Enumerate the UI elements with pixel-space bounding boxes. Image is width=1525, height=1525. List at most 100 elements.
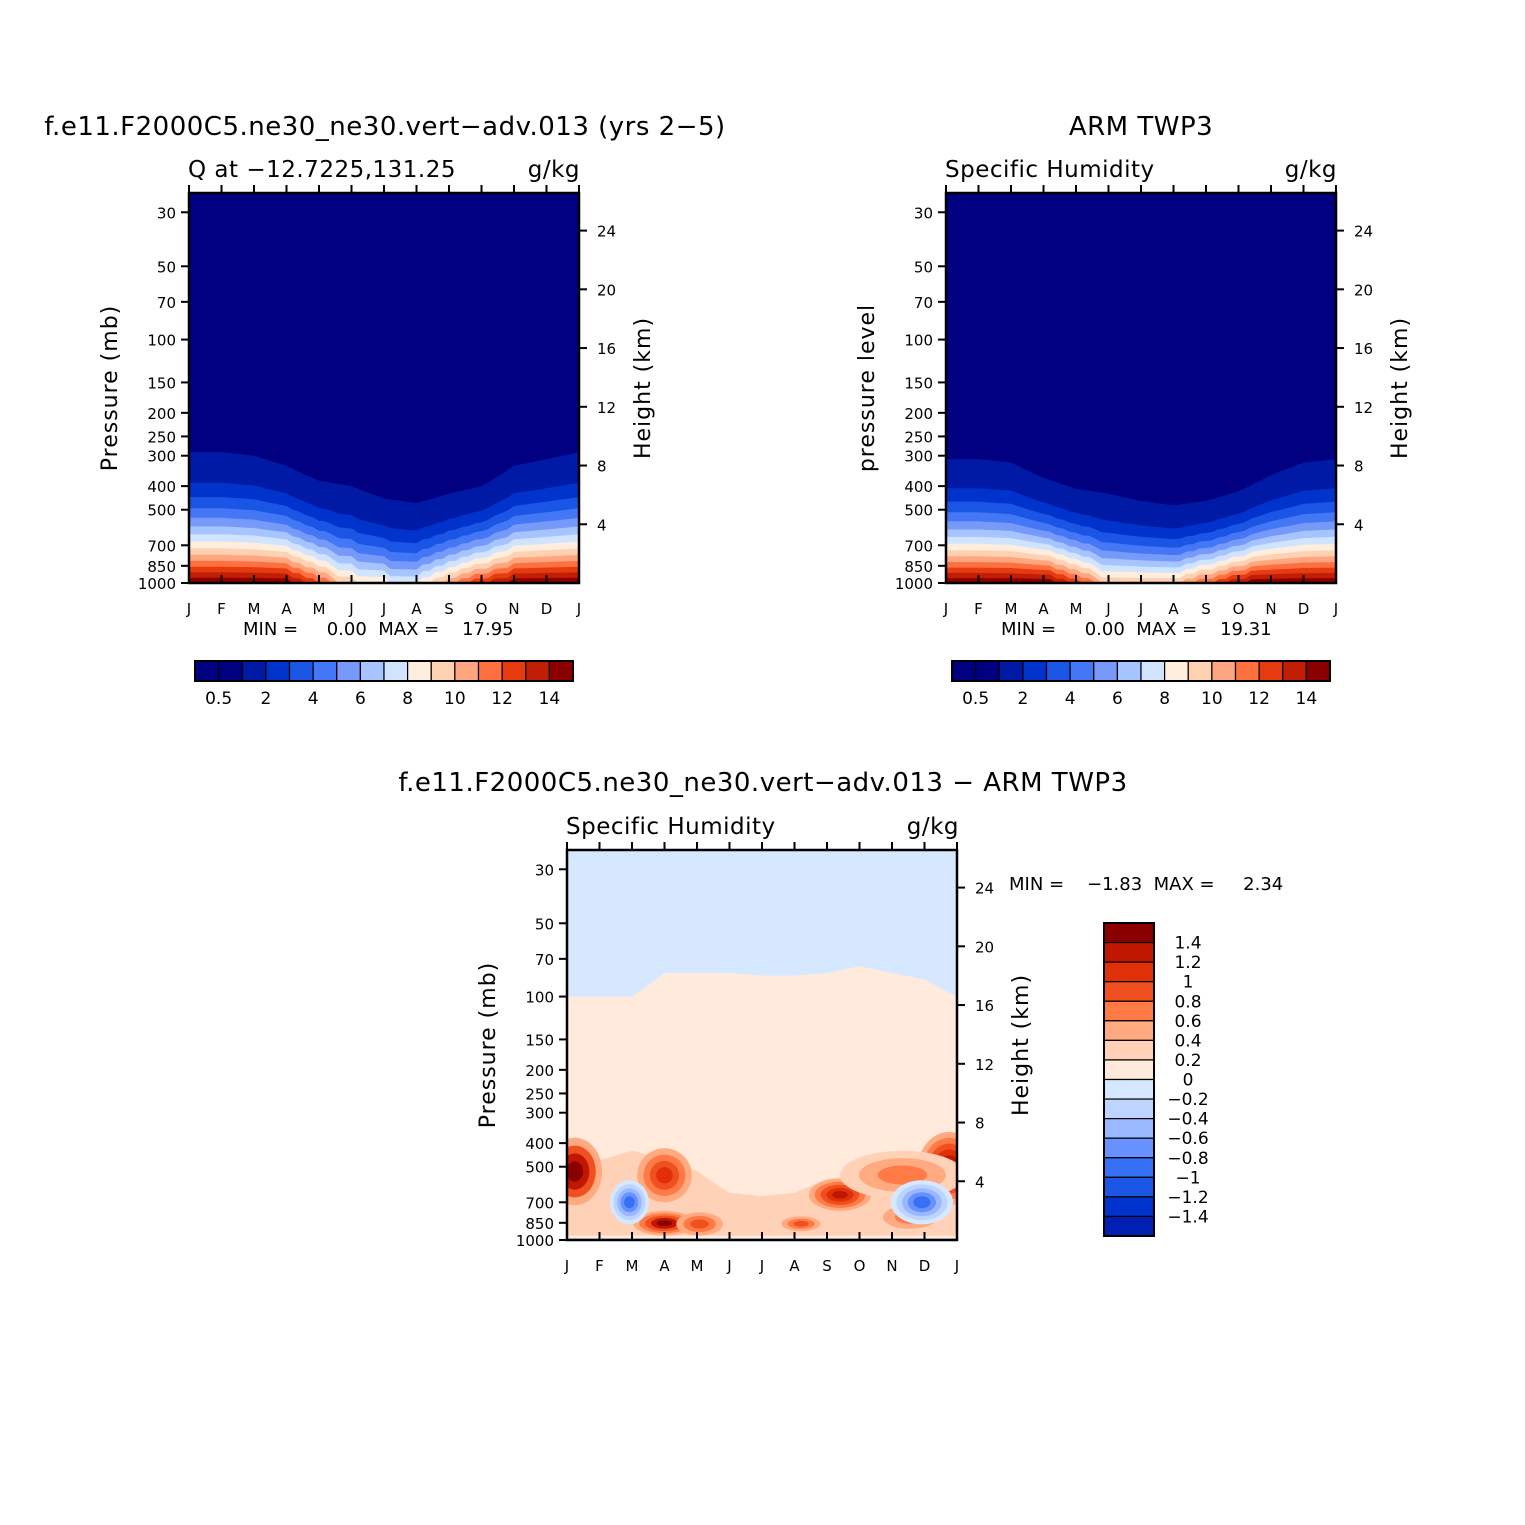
colorbar-label: 14 xyxy=(539,689,561,709)
y-tick-label: 50 xyxy=(535,915,554,933)
anomaly-blob-3-level-2 xyxy=(690,1219,709,1229)
colorbar-box-12 xyxy=(1234,660,1260,682)
panel-obs-colorbar: 0.5 2 4 6 8 10 12 14 xyxy=(951,660,1331,709)
x-tick-label: M xyxy=(691,1257,704,1275)
anomaly-blob-4-level-4 xyxy=(832,1190,848,1199)
y-tick-label: 500 xyxy=(525,1159,554,1177)
colorbar-label: −1.4 xyxy=(1167,1207,1208,1227)
x-tick-label: J xyxy=(576,600,581,618)
colorbar-box-6 xyxy=(336,660,361,682)
x-tick-label: J xyxy=(954,1257,959,1275)
colorbar-box-3 xyxy=(1103,981,1155,1002)
colorbar-box-10 xyxy=(1103,1118,1155,1139)
colorbar-label: 4 xyxy=(308,689,319,709)
colorbar-box-9 xyxy=(1164,660,1189,682)
colorbar-box-2 xyxy=(1103,961,1155,983)
panel-model: f.e11.F2000C5.ne30_ne30.vert−adv.013 (yr… xyxy=(44,112,725,709)
colorbar-box-2 xyxy=(241,660,267,682)
y2-tick-label: 8 xyxy=(597,458,607,476)
panel-diff: f.e11.F2000C5.ne30_ne30.vert−adv.013 − A… xyxy=(398,768,1283,1275)
colorbar-label: 12 xyxy=(1248,689,1270,709)
y-tick-label: 30 xyxy=(157,204,176,222)
colorbar-box-7 xyxy=(1116,660,1142,682)
y-tick-label: 400 xyxy=(147,478,176,496)
x-tick-label: J xyxy=(348,600,353,618)
panel-model-colorbar: 0.5 2 4 6 8 10 12 14 xyxy=(194,660,574,709)
x-tick-label: O xyxy=(854,1257,866,1275)
colorbar-box-15 xyxy=(548,660,574,682)
y-tick-label: 300 xyxy=(147,448,176,466)
colorbar-box-14 xyxy=(525,660,550,682)
y-tick-label: 300 xyxy=(525,1105,554,1123)
colorbar-box-6 xyxy=(1103,1039,1155,1061)
y-tick-label: 200 xyxy=(525,1062,554,1080)
colorbar-box-4 xyxy=(1045,660,1071,682)
colorbar-box-1 xyxy=(975,660,1000,682)
x-tick-label: M xyxy=(1005,600,1018,618)
x-tick-label: D xyxy=(541,600,553,618)
colorbar-box-12 xyxy=(477,660,503,682)
colorbar-box-13 xyxy=(501,660,527,682)
anomaly-blob-1-level-3 xyxy=(656,1167,673,1184)
y-tick-label: 850 xyxy=(147,558,176,576)
x-tick-label: D xyxy=(919,1257,931,1275)
panel-model-units: g/kg xyxy=(528,157,580,183)
colorbar-box-15 xyxy=(1305,660,1331,682)
x-tick-label: J xyxy=(564,1257,569,1275)
panel-obs: ARM TWP3 Specific Humidity g/kg J F M A M J J A… xyxy=(855,112,1413,709)
y-tick-label: 30 xyxy=(914,204,933,222)
y-tick-label: 70 xyxy=(535,951,554,969)
colorbar-frame xyxy=(1103,922,1155,1237)
y-tick-label: 200 xyxy=(904,405,933,423)
y2-tick-label: 12 xyxy=(597,399,616,417)
y-tick-label: 70 xyxy=(157,294,176,312)
colorbar-box-0 xyxy=(1103,922,1155,944)
contour-bands xyxy=(189,193,579,583)
y2-tick-label: 12 xyxy=(975,1056,994,1074)
x-tick-label: M xyxy=(626,1257,639,1275)
anomaly-blob-8-level-2 xyxy=(877,1165,928,1185)
colorbar-label: 1.2 xyxy=(1174,953,1201,973)
panel-model-stats: MIN = 0.00 MAX = 17.95 xyxy=(243,619,514,640)
y-tick-label: 50 xyxy=(157,258,176,276)
colorbar-label: −0.6 xyxy=(1167,1129,1208,1149)
colorbar-label: −1 xyxy=(1175,1168,1200,1188)
colorbar-box-7 xyxy=(359,660,385,682)
colorbar-label: 0 xyxy=(1183,1071,1194,1091)
colorbar-label: 12 xyxy=(491,689,513,709)
colorbar-label: −1.2 xyxy=(1167,1188,1208,1208)
colorbar-label: 10 xyxy=(1201,689,1223,709)
x-tick-label: A xyxy=(411,600,422,618)
x-tick-label: J xyxy=(1138,600,1143,618)
y-tick-label: 50 xyxy=(914,258,933,276)
x-tick-label: F xyxy=(595,1257,604,1275)
x-tick-label: J xyxy=(943,600,948,618)
y2-tick-label: 20 xyxy=(597,281,616,299)
panel-diff-stats: MIN = −1.83 MAX = 2.34 xyxy=(1009,874,1283,895)
colorbar-box-7 xyxy=(1103,1059,1155,1081)
colorbar-label: −0.2 xyxy=(1167,1090,1208,1110)
colorbar-label: 2 xyxy=(1017,689,1028,709)
panel-model-contour-field xyxy=(189,193,579,583)
colorbar-box-8 xyxy=(1103,1078,1155,1100)
panel-obs-stats: MIN = 0.00 MAX = 19.31 xyxy=(1001,619,1272,640)
x-tick-label: M xyxy=(1070,600,1083,618)
colorbar-box-4 xyxy=(288,660,314,682)
y2-tick-label: 16 xyxy=(975,997,994,1015)
y2-tick-label: 12 xyxy=(1354,399,1373,417)
colorbar-label: 10 xyxy=(444,689,466,709)
colorbar-box-3 xyxy=(1022,660,1048,682)
y-tick-label: 100 xyxy=(904,332,933,350)
colorbar-label: 6 xyxy=(1112,689,1123,709)
dry-anomaly-1-level-4 xyxy=(913,1196,931,1209)
panel-diff-contour-field xyxy=(567,850,957,1240)
y2-tick-label: 4 xyxy=(1354,516,1364,534)
contour-bands xyxy=(567,850,957,1240)
x-tick-label: N xyxy=(886,1257,897,1275)
panel-diff-y2label: Height (km) xyxy=(1009,974,1034,1116)
y-tick-label: 1000 xyxy=(138,575,176,593)
x-tick-label: N xyxy=(1265,600,1276,618)
panel-obs-units: g/kg xyxy=(1285,157,1337,183)
anomaly-blob-2-level-4 xyxy=(656,1220,673,1227)
y-tick-label: 700 xyxy=(525,1194,554,1212)
